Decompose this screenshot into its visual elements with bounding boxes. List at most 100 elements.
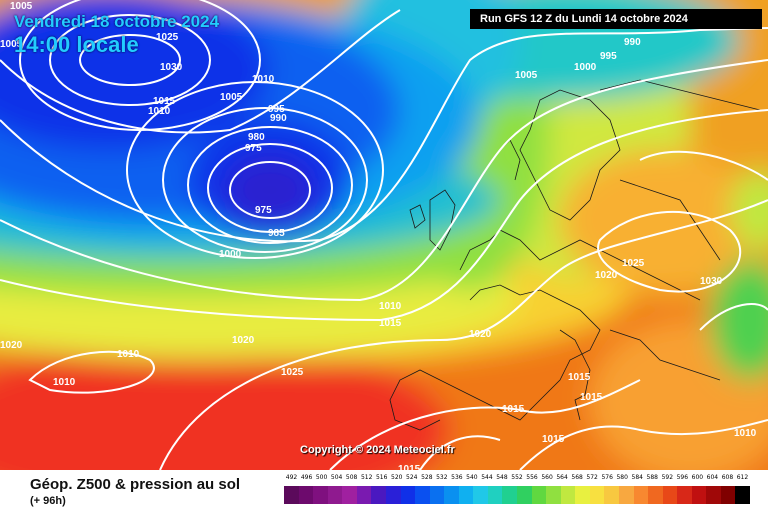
scale-label: 516 (375, 474, 388, 481)
isobar-label: 1010 (734, 428, 757, 439)
color-scale: 492 496 500 504 508 512 516 520 524 528 532 536 540 5… (284, 474, 750, 508)
forecast-time: 14:00 locale (14, 32, 139, 57)
scale-label: 548 (496, 474, 508, 481)
scale-swatch (720, 486, 736, 504)
scale-swatch (633, 486, 649, 504)
scale-swatch (284, 486, 299, 504)
scale-swatch (618, 486, 634, 504)
run-info: Run GFS 12 Z du Lundi 14 octobre 2024 (470, 9, 762, 29)
scale-label: 596 (676, 474, 689, 481)
isobar-label: 1010 (252, 74, 275, 85)
legend-panel: Géop. Z500 & pression au sol (+ 96h) 492… (0, 470, 768, 512)
scale-swatch (342, 486, 357, 504)
scale-label: 552 (511, 474, 523, 481)
isobar-label: 1015 (379, 318, 402, 329)
scale-label: 540 (466, 474, 478, 481)
scale-label: 544 (481, 474, 493, 481)
copyright: Copyright © 2024 Meteociel.fr (300, 444, 455, 456)
scale-label: 608 (721, 474, 734, 481)
scale-swatch (648, 486, 663, 504)
isobar-label: 1025 (156, 32, 179, 43)
scale-bar (284, 486, 750, 504)
scale-swatch (589, 486, 605, 504)
isobar-label: 1015 (568, 372, 591, 383)
isobar-label: 1005 (10, 1, 33, 12)
scale-label: 568 (571, 474, 583, 481)
isobar-label: 1010 (117, 349, 140, 360)
scale-label: 492 (285, 474, 298, 481)
isobar-label: 985 (268, 228, 285, 239)
isobar-label: 1025 (622, 258, 645, 269)
scale-swatch (429, 486, 445, 504)
weather-map: 1005 1025 1030 1010 1015 1010 1005 995 9… (0, 0, 768, 470)
coastlines (389, 79, 761, 431)
isobars-sharp (0, 0, 768, 470)
scale-label: 524 (406, 474, 418, 481)
scale-swatch (473, 486, 488, 504)
isobar-label: 980 (248, 132, 265, 143)
scale-swatch (327, 486, 343, 504)
scale-swatch (575, 486, 590, 504)
scale-swatch (706, 486, 721, 504)
scale-label: 600 (691, 474, 704, 481)
scale-swatch (356, 486, 372, 504)
scale-label: 560 (541, 474, 553, 481)
scale-swatch (444, 486, 459, 504)
isobar-label: 1015 (153, 96, 176, 107)
isobar-label: 1030 (700, 276, 723, 287)
isobar-label: 1020 (232, 335, 255, 346)
scale-swatch (385, 486, 401, 504)
isobar-label: 1015 (398, 464, 421, 470)
isobar-label: 975 (255, 205, 272, 216)
scale-swatch (691, 486, 707, 504)
isobar-label: 1000 (219, 249, 242, 260)
scale-label: 500 (315, 474, 328, 481)
scale-label: 572 (586, 474, 598, 481)
isobar-labels: 1005 1025 1030 1010 1015 1010 1005 995 9… (0, 1, 757, 470)
geopotential-field (0, 0, 768, 470)
isobar-label: 1010 (379, 301, 402, 312)
isobar-label: 990 (270, 113, 287, 124)
isobar-label: 995 (600, 51, 617, 62)
scale-swatch (560, 486, 576, 504)
scale-label: 592 (661, 474, 674, 481)
scale-label: 496 (300, 474, 313, 481)
isobar-label: 1000 (574, 62, 597, 73)
scale-label: 512 (360, 474, 373, 481)
scale-label: 528 (421, 474, 433, 481)
scale-swatch (604, 486, 619, 504)
scale-label: 504 (330, 474, 343, 481)
legend-subtitle: (+ 96h) (30, 495, 66, 507)
scale-swatch (458, 486, 474, 504)
isobar-label: 995 (268, 104, 285, 115)
scale-swatch (487, 486, 503, 504)
scale-swatch (677, 486, 692, 504)
scale-label: 584 (631, 474, 643, 481)
isobar-label: 1030 (160, 62, 183, 73)
scale-label: 508 (345, 474, 358, 481)
scale-swatch (371, 486, 386, 504)
isobar-label: 1005 (0, 39, 23, 50)
isobar-label: 1015 (502, 404, 525, 415)
isobar-label: 1010 (148, 106, 171, 117)
isobar-label: 975 (245, 143, 262, 154)
isobar-label: 1020 (595, 270, 618, 281)
scale-labels: 492 496 500 504 508 512 516 520 524 528 532 536 540 5… (284, 474, 750, 486)
scale-label: 532 (436, 474, 448, 481)
scale-swatch (662, 486, 678, 504)
scale-swatch (400, 486, 416, 504)
scale-swatch (735, 486, 750, 504)
scale-swatch (546, 486, 561, 504)
scale-swatch (502, 486, 517, 504)
scale-swatch (517, 486, 532, 504)
scale-swatch (531, 486, 547, 504)
scale-swatch (298, 486, 314, 504)
isobar-label: 1015 (542, 434, 565, 445)
scale-label: 520 (391, 474, 403, 481)
scale-label: 588 (646, 474, 658, 481)
isobar-label: 1020 (0, 340, 23, 351)
scale-label: 612 (736, 474, 749, 481)
scale-label: 576 (601, 474, 613, 481)
isobar-label: 990 (624, 37, 641, 48)
isobar-label: 1020 (469, 329, 492, 340)
